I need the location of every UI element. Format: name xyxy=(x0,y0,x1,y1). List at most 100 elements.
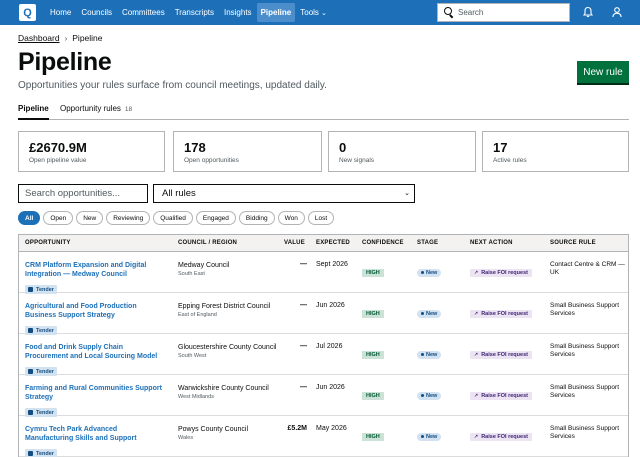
nav-home[interactable]: Home xyxy=(50,8,72,17)
user-account-icon[interactable] xyxy=(611,6,623,18)
stage-pill-qualified[interactable]: Qualified xyxy=(153,211,193,225)
new-rule-button[interactable]: New rule xyxy=(577,61,629,83)
rules-filter-select[interactable]: All rules ⌄ xyxy=(153,184,415,203)
nav-insights[interactable]: Insights xyxy=(223,8,252,17)
stage-pill-engaged[interactable]: Engaged xyxy=(195,211,236,225)
next-action-button[interactable]: ↗ Raise FOI request xyxy=(470,269,532,277)
council-name: Powys County Council xyxy=(178,426,249,433)
stage-pill-open[interactable]: Open xyxy=(43,211,74,225)
opportunity-title-link[interactable]: CRM Platform Expansion and Digital Integ… xyxy=(25,262,147,278)
stat-label: Open opportunities xyxy=(184,157,239,164)
page-title: Pipeline xyxy=(18,48,112,76)
stage-badge: New xyxy=(417,391,442,400)
next-action-button[interactable]: ↗ Raise FOI request xyxy=(470,433,532,441)
col-header-confidence[interactable]: CONFIDENCE xyxy=(362,240,404,246)
opportunity-title-link[interactable]: Cymru Tech Park Advanced Manufacturing S… xyxy=(25,426,137,442)
col-header-stage[interactable]: STAGE xyxy=(417,240,439,246)
document-icon xyxy=(28,328,33,333)
opportunity-search-input[interactable]: Search opportunities... xyxy=(18,184,148,203)
confidence-badge: HIGH xyxy=(362,351,384,359)
council-cell: Powys County Council Wales xyxy=(178,425,278,441)
next-action-cell: ↗ Raise FOI request xyxy=(470,425,532,443)
council-name: Gloucestershire County Council xyxy=(178,344,277,351)
opportunity-title-link[interactable]: Food and Drink Supply Chain Procurement … xyxy=(25,344,158,360)
stage-cell: New xyxy=(417,261,442,279)
stage-cell: New xyxy=(417,343,442,361)
next-action-button[interactable]: ↗ Raise FOI request xyxy=(470,351,532,359)
table-row[interactable]: Agricultural and Food Production Busines… xyxy=(19,294,628,335)
stage-badge-label: New xyxy=(426,433,438,440)
source-rule-cell: Small Business Support Services xyxy=(550,302,620,317)
rules-count-badge: 18 xyxy=(124,106,133,113)
value-cell: £5.2M xyxy=(287,425,307,432)
confidence-cell: HIGH xyxy=(362,343,384,361)
council-name: Warwickshire County Council xyxy=(178,385,269,392)
stage-pill-bidding[interactable]: Bidding xyxy=(238,211,275,225)
council-cell: Medway Council South East xyxy=(178,261,278,277)
tab-opportunity-rules[interactable]: Opportunity rules 18 xyxy=(60,104,132,113)
stage-badge-label: New xyxy=(426,351,438,358)
nav-pipeline[interactable]: Pipeline xyxy=(256,3,296,22)
status-dot-icon xyxy=(421,435,424,438)
opportunity-title-link[interactable]: Agricultural and Food Production Busines… xyxy=(25,303,137,319)
nav-tools-label: Tools xyxy=(300,8,319,17)
stage-pill-all[interactable]: All xyxy=(18,211,41,225)
stage-filter-pills: All Open New Reviewing Qualified Engaged… xyxy=(18,211,335,225)
confidence-cell: HIGH xyxy=(362,384,384,402)
nav-tools[interactable]: Tools ⌄ xyxy=(295,3,332,22)
council-name: Medway Council xyxy=(178,262,230,269)
table-row[interactable]: CRM Platform Expansion and Digital Integ… xyxy=(19,253,628,294)
council-cell: Warwickshire County Council West Midland… xyxy=(178,384,278,400)
stage-cell: New xyxy=(417,384,442,402)
nav-councils[interactable]: Councils xyxy=(81,8,113,17)
col-header-expected[interactable]: EXPECTED xyxy=(316,240,350,246)
col-header-council[interactable]: COUNCIL / REGION xyxy=(178,240,238,246)
source-rule-cell: Small Business Support Services xyxy=(550,425,620,440)
search-icon xyxy=(442,6,455,19)
table-row[interactable]: Farming and Rural Communities Support St… xyxy=(19,376,628,417)
expected-cell: Sept 2026 xyxy=(316,261,348,268)
opportunity-cell: CRM Platform Expansion and Digital Integ… xyxy=(25,261,165,297)
next-action-label: Raise FOI request xyxy=(481,270,528,276)
col-header-opportunity[interactable]: OPPORTUNITY xyxy=(25,240,71,246)
source-rule-cell: Small Business Support Services xyxy=(550,343,620,358)
stage-pill-won[interactable]: Won xyxy=(277,211,305,225)
stat-card-open-opportunities: 178 Open opportunities xyxy=(173,131,322,172)
council-region: Wales xyxy=(178,435,194,441)
breadcrumb-dashboard-link[interactable]: Dashboard xyxy=(18,33,60,43)
next-action-label: Raise FOI request xyxy=(481,434,528,440)
stage-badge: New xyxy=(417,432,442,441)
nav-committees[interactable]: Committees xyxy=(122,8,165,17)
next-action-cell: ↗ Raise FOI request xyxy=(470,343,532,361)
status-dot-icon xyxy=(421,394,424,397)
global-search-input[interactable] xyxy=(458,8,563,17)
nav-transcripts[interactable]: Transcripts xyxy=(174,8,214,17)
table-row[interactable]: Cymru Tech Park Advanced Manufacturing S… xyxy=(19,417,628,457)
expected-cell: Jun 2026 xyxy=(316,302,345,309)
next-action-button[interactable]: ↗ Raise FOI request xyxy=(470,392,532,400)
col-header-next-action[interactable]: NEXT ACTION xyxy=(470,240,513,246)
stage-pill-lost[interactable]: Lost xyxy=(307,211,335,225)
col-header-source-rule[interactable]: SOURCE RULE xyxy=(550,240,596,246)
tab-pipeline[interactable]: Pipeline xyxy=(18,104,49,120)
stage-pill-new[interactable]: New xyxy=(76,211,104,225)
tender-badge-label: Tender xyxy=(36,327,54,334)
next-action-button[interactable]: ↗ Raise FOI request xyxy=(470,310,532,318)
tender-badge-label: Tender xyxy=(36,450,54,457)
col-header-value[interactable]: VALUE xyxy=(284,240,305,246)
arrow-icon: ↗ xyxy=(474,393,479,399)
opportunities-table: OPPORTUNITY COUNCIL / REGION VALUE EXPEC… xyxy=(18,234,629,457)
notifications-bell-icon[interactable] xyxy=(582,6,594,18)
app-logo[interactable]: Q xyxy=(19,4,36,21)
chevron-down-icon: ⌄ xyxy=(404,190,410,197)
stage-badge-label: New xyxy=(426,269,438,276)
stage-pill-reviewing[interactable]: Reviewing xyxy=(106,211,151,225)
stage-badge-label: New xyxy=(426,310,438,317)
council-cell: Gloucestershire County Council South Wes… xyxy=(178,343,278,359)
confidence-badge: HIGH xyxy=(362,433,384,441)
table-row[interactable]: Food and Drink Supply Chain Procurement … xyxy=(19,335,628,376)
opportunity-title-link[interactable]: Farming and Rural Communities Support St… xyxy=(25,385,162,401)
opportunity-cell: Cymru Tech Park Advanced Manufacturing S… xyxy=(25,425,165,457)
council-region: South East xyxy=(178,271,205,277)
global-search[interactable] xyxy=(437,3,570,22)
